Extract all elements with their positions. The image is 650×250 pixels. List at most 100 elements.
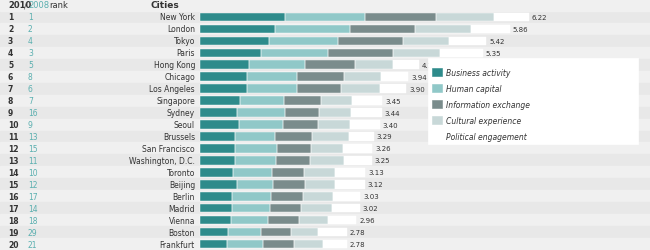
Bar [200, 216, 231, 224]
Bar [200, 73, 246, 82]
Bar [319, 109, 351, 118]
Text: Tokyo: Tokyo [174, 37, 195, 46]
Bar [294, 240, 323, 248]
Bar [200, 192, 232, 201]
Bar [432, 69, 442, 77]
Bar [200, 168, 233, 177]
Bar [274, 180, 305, 189]
Text: Vienna: Vienna [168, 216, 195, 225]
Bar [311, 133, 348, 141]
Bar [200, 38, 268, 46]
Text: 2008: 2008 [28, 2, 49, 11]
Bar [311, 156, 344, 165]
Text: 2.78: 2.78 [350, 229, 365, 235]
Text: Political engagement: Political engagement [446, 132, 526, 141]
Bar [495, 14, 528, 22]
Bar [0, 83, 650, 95]
Bar [284, 97, 320, 106]
Bar [304, 168, 335, 177]
Text: 17: 17 [8, 204, 19, 213]
Bar [200, 109, 237, 118]
Bar [365, 14, 436, 22]
Bar [0, 178, 650, 190]
Bar [356, 61, 393, 70]
Bar [200, 192, 232, 201]
Text: rank: rank [49, 2, 68, 11]
Bar [365, 14, 436, 22]
Bar [276, 156, 311, 165]
Bar [200, 144, 235, 153]
Text: Paris: Paris [177, 49, 195, 58]
Bar [415, 26, 471, 34]
Bar [240, 97, 284, 106]
Text: 16: 16 [28, 109, 38, 118]
Text: /: / [24, 2, 27, 11]
Text: 10: 10 [28, 168, 38, 177]
Text: Frankfurt: Frankfurt [160, 240, 195, 248]
Bar [303, 192, 333, 201]
Bar [335, 180, 365, 189]
Text: 16: 16 [8, 192, 18, 201]
Text: 17: 17 [28, 192, 38, 201]
Bar [393, 61, 419, 70]
Bar [393, 61, 419, 70]
Bar [311, 133, 348, 141]
Bar [291, 228, 318, 236]
Bar [235, 133, 275, 141]
Bar [432, 100, 442, 108]
Text: 9: 9 [8, 109, 13, 118]
Text: 1: 1 [8, 14, 13, 22]
Bar [239, 121, 283, 129]
Text: 3.40: 3.40 [383, 122, 398, 128]
Bar [270, 204, 301, 213]
Bar [274, 180, 305, 189]
Bar [0, 48, 650, 60]
Bar [237, 109, 285, 118]
Text: Madrid: Madrid [168, 204, 195, 213]
Bar [231, 216, 268, 224]
Bar [471, 26, 510, 34]
Bar [332, 204, 359, 213]
Text: Information exchange: Information exchange [446, 100, 530, 109]
Bar [294, 240, 323, 248]
Bar [200, 61, 249, 70]
Bar [200, 228, 228, 236]
Bar [348, 133, 374, 141]
Bar [351, 109, 382, 118]
Bar [249, 61, 305, 70]
Text: San Francisco: San Francisco [142, 144, 195, 153]
Text: 8: 8 [28, 73, 32, 82]
Bar [328, 216, 356, 224]
Bar [335, 168, 365, 177]
Text: 2: 2 [8, 25, 13, 34]
Bar [200, 14, 285, 22]
Text: Los Angeles: Los Angeles [150, 85, 195, 94]
Bar [200, 14, 285, 22]
Bar [200, 26, 275, 34]
Bar [277, 144, 311, 153]
Bar [200, 97, 240, 106]
Bar [319, 109, 351, 118]
Bar [432, 132, 442, 140]
Bar [320, 97, 352, 106]
Bar [341, 85, 380, 94]
Bar [271, 192, 303, 201]
Bar [393, 49, 441, 58]
Bar [237, 109, 285, 118]
Bar [311, 156, 344, 165]
Text: 3.13: 3.13 [369, 170, 384, 175]
Bar [246, 73, 297, 82]
Bar [432, 85, 442, 93]
Bar [305, 61, 356, 70]
Text: 3.12: 3.12 [368, 182, 384, 188]
Bar [268, 38, 339, 46]
Bar [263, 240, 294, 248]
Bar [200, 133, 235, 141]
Text: 20: 20 [8, 240, 18, 248]
Text: Brussels: Brussels [163, 132, 195, 141]
Bar [305, 61, 356, 70]
Text: Hong Kong: Hong Kong [153, 61, 195, 70]
Text: Singapore: Singapore [156, 97, 195, 106]
Bar [200, 156, 235, 165]
Bar [318, 121, 350, 129]
